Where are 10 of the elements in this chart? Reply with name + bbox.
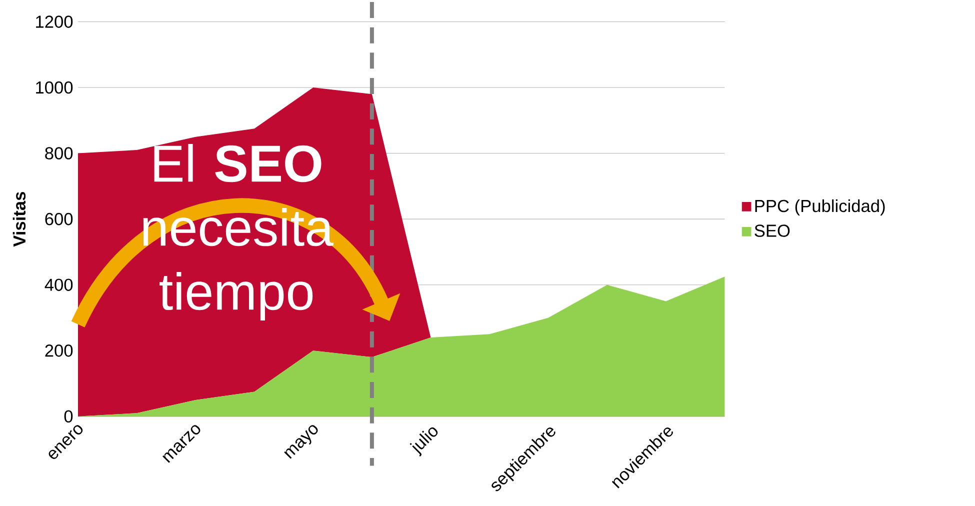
y-tick-label: 400 [44, 278, 73, 292]
y-axis-title: Visitas [12, 192, 26, 247]
y-tick-label: 0 [64, 410, 73, 423]
y-tick-label: 600 [45, 213, 73, 226]
legend-label: SEO [754, 224, 790, 238]
y-tick-label: 1000 [36, 82, 73, 94]
y-tick-label: 200 [45, 344, 73, 357]
y-tick-label: 800 [45, 147, 73, 160]
legend-label: PPC (Publicidad) [755, 200, 885, 216]
y-tick-label: 1200 [36, 16, 73, 28]
